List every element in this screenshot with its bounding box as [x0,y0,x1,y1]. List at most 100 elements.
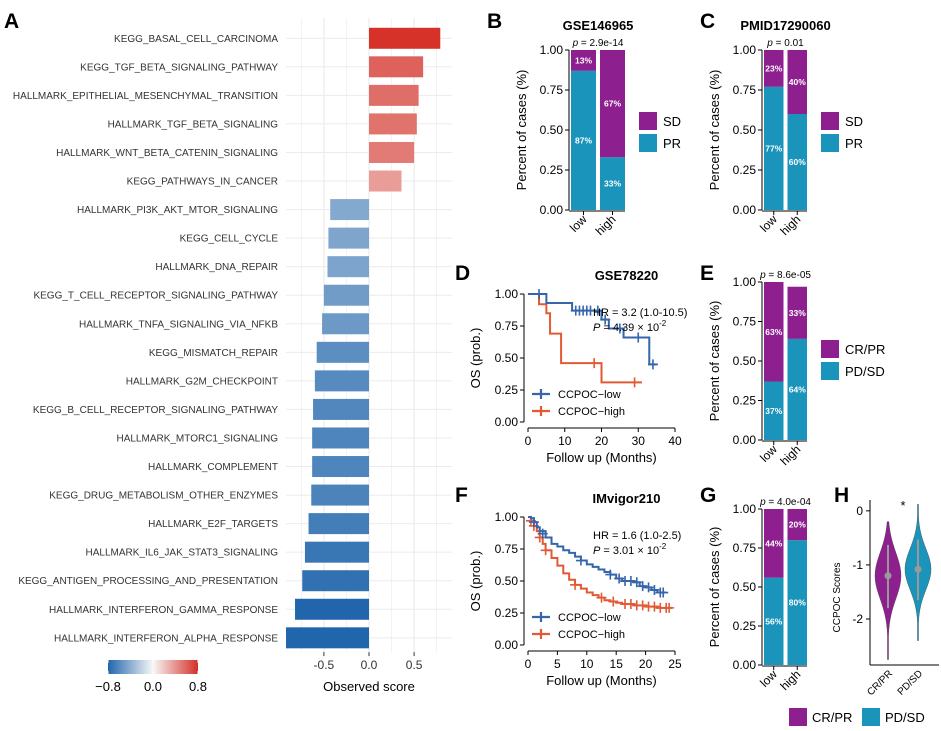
bar-hallmark_e2f_targets [308,513,369,535]
bar-hallmark_epithelial_mesenchymal_transition [369,84,419,106]
legend-label: CR/PR [845,342,885,357]
x-tick-label: high [593,212,619,238]
stacked-bar-segment [764,577,784,665]
p-value-text: P = 4.39 × 10-2 [593,319,667,334]
chart-title: IMvigor210 [593,491,661,506]
category-label: HALLMARK_MTORC1_SIGNALING [116,433,278,444]
y-tick-label: 1.00 [733,275,757,289]
legend-label: CR/PR [812,710,852,725]
legend-key [532,389,550,399]
bar-hallmark_wnt_beta_catenin_signaling [369,141,415,163]
x-tick-label: 5 [554,657,561,671]
legend-label: PD/SD [885,710,925,725]
p-text: = 2.9e-14 [578,38,624,49]
y-tick-label: -1 [852,558,863,572]
bar-hallmark_interferon_gamma_response [295,598,369,620]
bar-kegg_b_cell_receptor_signaling_pathway [313,398,369,420]
censor-mark [629,377,640,388]
chart-title: PMID17290060 [740,18,830,33]
category-label: HALLMARK_E2F_TARGETS [148,519,278,530]
bar-kegg_t_cell_receptor_signaling_pathway [323,284,369,306]
y-tick-label: 0.75 [540,83,564,97]
x-tick-label: 20 [639,657,653,671]
colorbar-tick-label: 0.0 [144,679,162,694]
panel-h: H 0 -1 -2 CCPOC Scores CR/PR PD/SD * [832,484,939,698]
p-exponent: -2 [659,319,667,328]
bar-hallmark_dna_repair [327,256,369,278]
x-tick-label: low [567,212,590,235]
category-label: HALLMARK_DNA_REPAIR [155,262,278,273]
category-label: KEGG_MISMATCH_REPAIR [149,348,278,359]
censor-mark [575,555,586,566]
censor-mark [589,358,600,369]
category-label: KEGG_PATHWAYS_IN_CANCER [127,177,278,188]
x-tick-label: 0.5 [406,658,423,672]
censor-mark [631,577,642,588]
legend-swatch [862,708,880,726]
y-tick-label: 1.00 [540,43,564,57]
data-label: 33% [789,308,806,318]
legend-swatch [789,708,807,726]
legend-label: SD [663,114,681,129]
panel-b: B GSE146965 p = 2.9e-14 0.00 0.25 0.50 0.75 1.… [487,10,681,238]
legend-label: CCPOC−high [558,629,625,641]
legend-swatch [639,112,657,130]
x-tick-label: 0 [525,434,532,448]
hr-text: HR = 1.6 (1.0-2.5) [593,530,681,542]
y-tick-label: 0.50 [495,574,519,588]
category-label: KEGG_CELL_CYCLE [180,234,279,245]
bar-kegg_basal_cell_carcinoma [369,27,441,49]
bar-hallmark_tnfa_signaling_via_nfkb [322,313,369,335]
censor-mark [658,587,669,598]
y-tick-label: 0.25 [733,394,757,408]
censor-mark [614,323,625,334]
x-tick-label: high [777,667,803,693]
x-tick-label: PD/SD [896,668,925,697]
p-symbol: p [766,38,773,49]
x-tick-label: low [757,667,780,690]
p-exponent: -2 [659,542,667,551]
y-tick-label: 0.75 [495,542,519,556]
colorbar-tick-label: −0.8 [95,679,121,694]
data-label: 77% [765,143,782,153]
x-tick-label: 25 [668,657,682,671]
legend-label: SD [845,114,863,129]
p-value: p = 2.9e-14 [572,38,624,49]
bar-kegg_tgf_beta_signaling_pathway [369,56,424,78]
legend-key [532,612,550,622]
category-label: KEGG_B_CELL_RECEPTOR_SIGNALING_PATHWAY [33,405,278,416]
y-axis-title: Percent of cases (%) [707,70,722,191]
y-tick-label: 0.50 [733,354,757,368]
p-symbol: P [593,322,601,334]
data-label: 80% [789,598,806,608]
category-label: KEGG_T_CELL_RECEPTOR_SIGNALING_PATHWAY [33,291,278,302]
stacked-bar-segment [764,86,784,210]
shared-legend: CR/PR PD/SD [789,708,925,726]
hr-text: HR = 3.2 (1.0-10.5) [593,307,687,319]
category-label: HALLMARK_COMPLEMENT [148,462,278,473]
legend-label: PR [663,136,681,151]
significance-star: * [900,498,905,513]
x-axis-title: Follow up (Months) [546,673,657,688]
stacked-bar-segment [600,50,625,158]
censor-mark [637,600,648,611]
y-tick-label: 0 [856,504,863,518]
panel-letter-f: F [455,484,468,507]
p-value: p = 0.01 [766,38,804,49]
data-label: 63% [765,327,782,337]
p-text: = 4.0e-04 [766,497,812,508]
y-tick-label: 0.50 [733,580,757,594]
x-tick-label: high [777,442,803,468]
censor-mark [540,545,551,556]
censor-mark [649,601,660,612]
p-symbol: p [759,497,766,508]
category-label: HALLMARK_EPITHELIAL_MESENCHYMAL_TRANSITI… [13,91,278,102]
censor-mark [625,576,636,586]
y-axis-title: CCPOC Scores [832,562,843,632]
y-tick-label: 0.75 [733,315,757,329]
category-label: HALLMARK_IL6_JAK_STAT3_SIGNALING [86,548,279,559]
data-label: 37% [765,406,782,416]
y-tick-label: 0.75 [733,541,757,555]
panel-a: A KEGG_BASAL_CELL_CARCINOMA KEGG_TGF_BETA… [4,10,452,694]
panel-g: G p = 4.0e-04 0.00 0.25 0.50 0.75 1.00 Percent… [700,484,811,693]
